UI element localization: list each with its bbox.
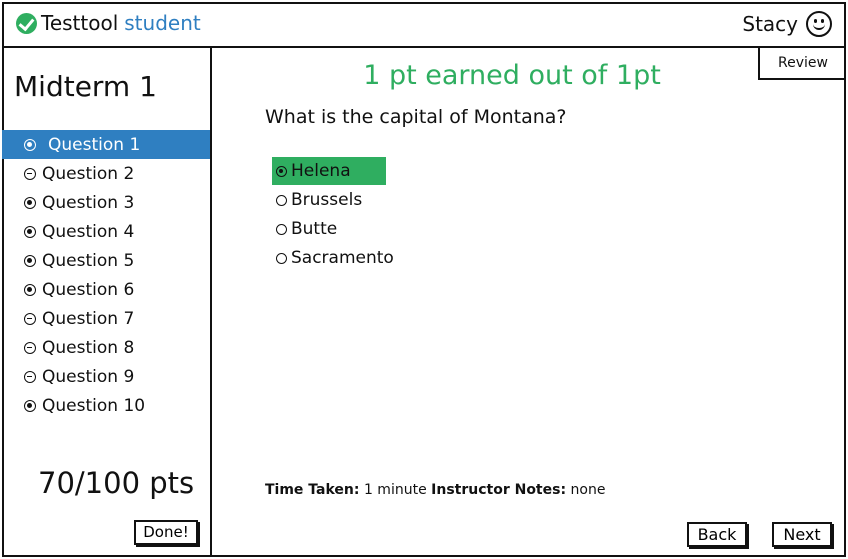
incorrect-mark-icon	[24, 341, 36, 354]
question-label: Question 6	[42, 279, 135, 300]
header: Testtool student Stacy	[2, 2, 846, 48]
correct-mark-icon	[24, 399, 36, 412]
back-button[interactable]: Back	[687, 522, 747, 547]
correct-mark-icon	[24, 283, 36, 296]
incorrect-mark-icon	[24, 167, 36, 180]
sidebar-question-item[interactable]: Question 6	[2, 275, 210, 304]
sidebar-question-item[interactable]: Question 7	[2, 304, 210, 333]
question-label: Question 7	[42, 308, 135, 329]
sidebar: Midterm 1 Question 1 Question 2 Question 3…	[2, 48, 212, 557]
check-circle-icon	[16, 12, 37, 34]
correct-mark-icon	[24, 196, 36, 209]
question-text: What is the capital of Montana?	[265, 106, 567, 128]
sidebar-question-item[interactable]: Question 4	[2, 217, 210, 246]
sidebar-question-item[interactable]: Question 10	[2, 391, 210, 420]
answer-option[interactable]: Brussels	[272, 186, 386, 214]
attempt-info: Time Taken: 1 minute Instructor Notes: n…	[265, 482, 605, 498]
answer-label: Brussels	[291, 190, 363, 210]
sidebar-question-item[interactable]: Question 3	[2, 188, 210, 217]
radio-empty-icon	[276, 252, 287, 264]
answer-label: Butte	[291, 219, 338, 239]
question-label: Question 10	[42, 395, 146, 416]
question-label: Question 9	[42, 366, 135, 387]
time-taken-value: 1 minute	[363, 482, 427, 498]
incorrect-mark-icon	[24, 370, 36, 383]
answer-list: Helena Brussels Butte Sacramento	[272, 157, 394, 273]
radio-selected-icon	[276, 165, 287, 177]
answer-label: Sacramento	[291, 248, 394, 268]
next-button[interactable]: Next	[772, 522, 832, 547]
incorrect-mark-icon	[24, 312, 36, 325]
exam-title: Midterm 1	[14, 70, 157, 103]
question-label: Question 8	[42, 337, 135, 358]
question-label: Question 1	[48, 134, 141, 155]
sidebar-question-item[interactable]: Question 9	[2, 362, 210, 391]
answer-option[interactable]: Helena	[272, 157, 386, 185]
radio-empty-icon	[276, 223, 287, 235]
instructor-notes-label: Instructor Notes:	[431, 482, 567, 498]
smiley-avatar-icon	[806, 11, 832, 37]
review-tab[interactable]: Review	[758, 48, 846, 80]
brand-subtitle: student	[124, 11, 201, 35]
sidebar-question-item[interactable]: Question 2	[2, 159, 210, 188]
time-taken-label: Time Taken:	[265, 482, 360, 498]
done-button[interactable]: Done!	[134, 520, 198, 545]
question-list: Question 1 Question 2 Question 3 Question 4…	[2, 130, 210, 420]
user-menu[interactable]: Stacy	[742, 11, 832, 37]
brand-logo: Testtool student	[16, 11, 201, 35]
correct-mark-icon	[24, 138, 36, 151]
question-label: Question 5	[42, 250, 135, 271]
sidebar-question-item[interactable]: Question 1	[2, 130, 210, 159]
sidebar-question-item[interactable]: Question 5	[2, 246, 210, 275]
question-label: Question 2	[42, 163, 135, 184]
answer-option[interactable]: Butte	[272, 215, 386, 243]
answer-option[interactable]: Sacramento	[272, 244, 394, 272]
sidebar-question-item[interactable]: Question 8	[2, 333, 210, 362]
instructor-notes-value: none	[570, 482, 606, 498]
question-label: Question 4	[42, 221, 135, 242]
question-label: Question 3	[42, 192, 135, 213]
correct-mark-icon	[24, 225, 36, 238]
user-name: Stacy	[742, 12, 798, 36]
brand-name: Testtool	[41, 11, 119, 35]
correct-mark-icon	[24, 254, 36, 267]
answer-label: Helena	[291, 161, 351, 181]
radio-empty-icon	[276, 194, 287, 206]
total-score: 70/100 pts	[38, 466, 195, 500]
result-banner: 1 pt earned out of 1pt	[363, 60, 661, 91]
